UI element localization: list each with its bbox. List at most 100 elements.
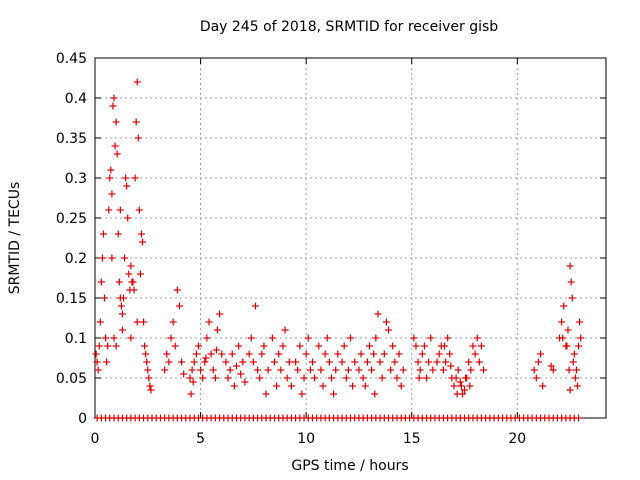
data-point [264, 366, 272, 374]
data-point [190, 358, 198, 366]
data-point [116, 206, 124, 214]
y-tick-label: 0.05 [56, 371, 87, 387]
data-point [359, 374, 367, 382]
data-point [247, 334, 255, 342]
data-point [95, 342, 103, 350]
data-point [444, 334, 452, 342]
data-point [129, 278, 137, 286]
data-point [461, 386, 469, 394]
data-point [122, 174, 130, 182]
data-point [239, 358, 247, 366]
data-point [135, 206, 143, 214]
x-tick-label: 5 [196, 431, 205, 447]
data-point [568, 294, 576, 302]
data-point [532, 374, 540, 382]
data-point [114, 230, 122, 238]
data-point [374, 310, 382, 318]
data-point [203, 334, 211, 342]
data-point [186, 374, 194, 382]
data-point [97, 278, 105, 286]
data-point [209, 366, 217, 374]
data-point [283, 374, 291, 382]
x-tick-label: 20 [508, 431, 526, 447]
data-point [435, 350, 443, 358]
data-point [145, 374, 153, 382]
data-point [308, 358, 316, 366]
data-point [454, 366, 462, 374]
x-tick-label: 10 [297, 431, 315, 447]
data-point [112, 342, 120, 350]
data-point [189, 378, 197, 386]
data-point [340, 342, 348, 350]
x-tick-labels: 0 5 10 15 20 [91, 431, 527, 447]
data-point [141, 342, 149, 350]
data-point [137, 230, 145, 238]
data-point [423, 374, 431, 382]
data-point [140, 318, 148, 326]
data-point [235, 342, 243, 350]
data-point [304, 334, 312, 342]
data-point [539, 382, 547, 390]
data-point [237, 370, 245, 378]
data-point [211, 374, 219, 382]
data-point [569, 358, 577, 366]
data-point [446, 350, 454, 358]
data-point [205, 318, 213, 326]
data-point [563, 342, 571, 350]
data-point [317, 366, 325, 374]
data-point [302, 350, 310, 358]
data-point [296, 342, 304, 350]
data-point [146, 382, 154, 390]
data-point [440, 342, 448, 350]
data-point [197, 366, 205, 374]
data-point [92, 350, 100, 358]
data-point [226, 366, 234, 374]
data-point [232, 362, 240, 370]
data-point [268, 334, 276, 342]
data-point [575, 414, 583, 422]
data-point [334, 350, 342, 358]
data-point [125, 270, 133, 278]
data-point [439, 366, 447, 374]
data-point [565, 366, 573, 374]
data-point [412, 342, 420, 350]
data-point [567, 278, 575, 286]
data-point [294, 366, 302, 374]
data-point [112, 118, 120, 126]
data-point [382, 318, 390, 326]
data-point [133, 318, 141, 326]
data-point [300, 374, 308, 382]
data-point [117, 302, 125, 310]
data-point [98, 254, 106, 262]
data-point [260, 342, 268, 350]
data-point [230, 382, 238, 390]
data-point [456, 378, 464, 386]
y-tick-label: 0.25 [56, 211, 87, 227]
data-point [96, 318, 104, 326]
data-point [101, 294, 109, 302]
data-point [467, 366, 475, 374]
data-point [120, 294, 128, 302]
data-point [121, 254, 129, 262]
data-point [332, 366, 340, 374]
data-point [397, 382, 405, 390]
data-point [323, 334, 331, 342]
data-point [292, 358, 300, 366]
data-point [187, 390, 195, 398]
data-point [380, 350, 388, 358]
data-point [178, 358, 186, 366]
data-point [393, 374, 401, 382]
data-point [344, 366, 352, 374]
data-point [273, 382, 281, 390]
data-point [342, 374, 350, 382]
data-point [466, 382, 474, 390]
data-points [92, 78, 585, 422]
data-point [564, 326, 572, 334]
data-point [142, 350, 150, 358]
data-point [534, 358, 542, 366]
data-point [109, 102, 117, 110]
data-point [124, 214, 132, 222]
data-point [110, 94, 118, 102]
data-point [118, 310, 126, 318]
data-point [105, 206, 113, 214]
